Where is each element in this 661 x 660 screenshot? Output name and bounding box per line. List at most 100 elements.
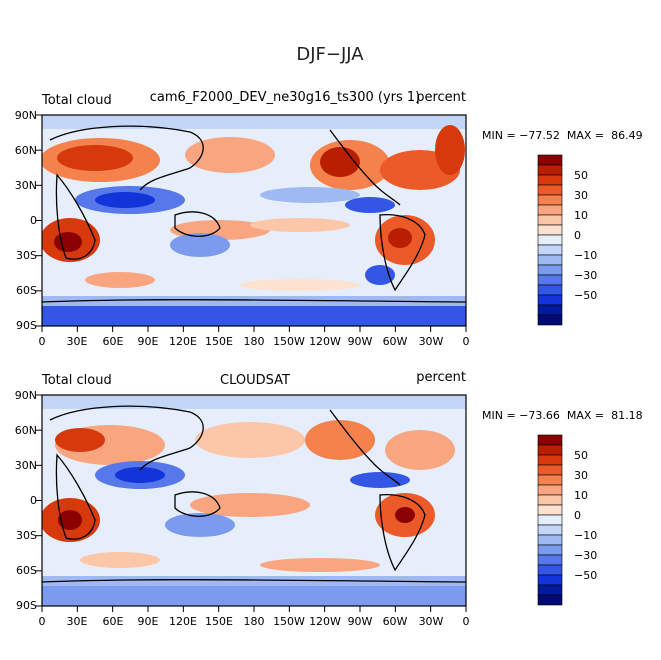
colorbar-swatch <box>537 464 563 476</box>
lon-tick-label: 90E <box>138 335 159 348</box>
colorbar-swatch <box>537 234 563 246</box>
lon-tick-label: 0 <box>39 615 46 628</box>
lat-tick-label: 30N <box>15 179 37 192</box>
colorbar-swatch <box>537 434 563 446</box>
colorbar-swatch <box>537 574 563 586</box>
colorbar-swatch <box>537 444 563 456</box>
panel-1-colorbar: 50 30 10 0 −10 −30 −50 <box>537 154 597 326</box>
panel-2-stats: MIN = −73.66 MAX = 81.18 <box>482 409 643 422</box>
colorbar-swatch <box>537 204 563 216</box>
colorbar-swatch <box>537 264 563 276</box>
lon-tick-label: 120W <box>309 335 341 348</box>
lon-tick-label: 90W <box>348 615 373 628</box>
lat-tick-label: 0 <box>30 494 37 507</box>
lon-tick-label: 30E <box>67 615 88 628</box>
lat-tick-label: 0 <box>30 214 37 227</box>
panel-1-center-label: cam6_F2000_DEV_ne30g16_ts300 (yrs 1) <box>150 90 420 105</box>
lon-tick-label: 150W <box>273 335 305 348</box>
lon-tick-label: 30E <box>67 335 88 348</box>
colorbar-label: 0 <box>574 509 581 522</box>
colorbar-swatch <box>537 504 563 516</box>
panel-1-stats: MIN = −77.52 MAX = 86.49 <box>482 129 643 142</box>
lon-tick-label: 60W <box>383 335 408 348</box>
lat-tick-label: 60S <box>16 284 37 297</box>
lon-tick-label: 0 <box>463 615 470 628</box>
lon-tick-label: 90E <box>138 615 159 628</box>
panel-1-lat-axis: 90N 60N 30N 0 30S 60S 90S <box>15 109 37 332</box>
colorbar-swatch <box>537 224 563 236</box>
colorbar-label: −30 <box>574 269 597 282</box>
colorbar-swatch <box>537 534 563 546</box>
colorbar-label: −10 <box>574 249 597 262</box>
colorbar-swatch <box>537 214 563 226</box>
colorbar-swatch <box>537 184 563 196</box>
lon-tick-label: 90W <box>348 335 373 348</box>
colorbar-swatch <box>537 514 563 526</box>
lat-tick-label: 90N <box>15 109 37 122</box>
panel-1: Total cloud cam6_F2000_DEV_ne30g16_ts300… <box>15 90 643 348</box>
colorbar-swatch <box>537 304 563 316</box>
lat-tick-label: 90N <box>15 389 37 402</box>
colorbar-swatch <box>537 254 563 266</box>
lon-tick-label: 180 <box>244 335 265 348</box>
colorbar-label: 50 <box>574 169 588 182</box>
colorbar-swatch <box>537 174 563 186</box>
panel-2-left-label: Total cloud <box>41 373 112 388</box>
colorbar-swatch <box>537 294 563 306</box>
lat-tick-label: 60N <box>15 144 37 157</box>
lon-tick-label: 0 <box>463 335 470 348</box>
panel-2-colorbar: 50 30 10 0 −10 −30 −50 <box>537 434 597 606</box>
lat-tick-label: 90S <box>16 319 37 332</box>
colorbar-swatch <box>537 584 563 596</box>
colorbar-label: 30 <box>574 189 588 202</box>
lat-tick-label: 90S <box>16 599 37 612</box>
lon-tick-label: 0 <box>39 335 46 348</box>
colorbar-swatch <box>537 244 563 256</box>
lat-tick-label: 60N <box>15 424 37 437</box>
lon-tick-label: 120E <box>169 335 197 348</box>
lon-tick-label: 60E <box>103 335 124 348</box>
panel-1-left-label: Total cloud <box>41 93 112 108</box>
lon-tick-label: 180 <box>244 615 265 628</box>
panel-1-field <box>42 115 466 326</box>
colorbar-swatch <box>537 164 563 176</box>
panel-2-right-label: percent <box>416 370 466 385</box>
colorbar-swatch <box>537 564 563 576</box>
colorbar-label: −30 <box>574 549 597 562</box>
colorbar-label: 30 <box>574 469 588 482</box>
lon-tick-label: 150E <box>205 335 233 348</box>
panel-2-lon-axis: 0 30E 60E 90E 120E 150E 180 150W 120W 90… <box>39 615 470 628</box>
colorbar-label: 10 <box>574 209 588 222</box>
colorbar-label: −10 <box>574 529 597 542</box>
colorbar-swatch <box>537 524 563 536</box>
colorbar-swatch <box>537 594 563 606</box>
panel-2-field <box>42 395 466 606</box>
colorbar-swatch <box>537 454 563 466</box>
colorbar-swatch <box>537 544 563 556</box>
colorbar-label: −50 <box>574 289 597 302</box>
panel-2-center-label: CLOUDSAT <box>220 373 290 388</box>
lon-tick-label: 120E <box>169 615 197 628</box>
colorbar-swatch <box>537 274 563 286</box>
lon-tick-label: 30W <box>419 615 444 628</box>
lat-tick-label: 30S <box>16 529 37 542</box>
lat-tick-label: 30N <box>15 459 37 472</box>
colorbar-swatch <box>537 554 563 566</box>
lon-tick-label: 60E <box>103 615 124 628</box>
lon-tick-label: 120W <box>309 615 341 628</box>
panel-1-lon-axis: 0 30E 60E 90E 120E 150E 180 150W 120W 90… <box>39 335 470 348</box>
colorbar-swatch <box>537 494 563 506</box>
colorbar-label: 10 <box>574 489 588 502</box>
colorbar-label: −50 <box>574 569 597 582</box>
panel-2-lat-axis: 90N 60N 30N 0 30S 60S 90S <box>15 389 37 612</box>
colorbar-label: 50 <box>574 449 588 462</box>
panel-1-right-label: percent <box>416 90 466 105</box>
colorbar-swatch <box>537 314 563 326</box>
lon-tick-label: 60W <box>383 615 408 628</box>
lon-tick-label: 150E <box>205 615 233 628</box>
colorbar-label: 0 <box>574 229 581 242</box>
colorbar-swatch <box>537 474 563 486</box>
colorbar-swatch <box>537 194 563 206</box>
figure-title: DJF−JJA <box>296 44 364 65</box>
